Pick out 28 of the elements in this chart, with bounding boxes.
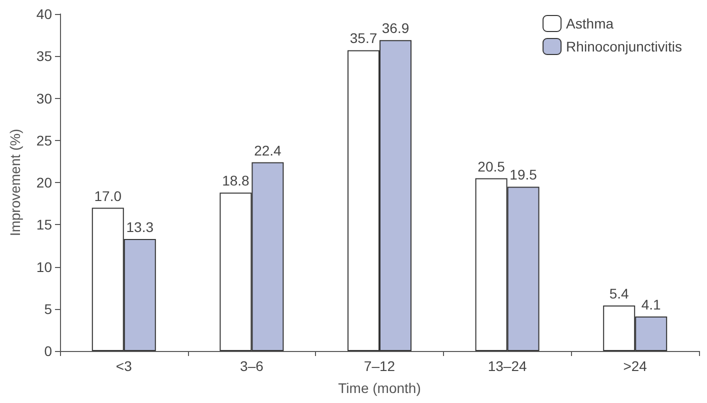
legend-label: Asthma	[566, 16, 614, 32]
data-label: 35.7	[350, 30, 378, 46]
y-tick-label: 20	[36, 174, 52, 190]
x-tick-label: 7–12	[364, 358, 396, 374]
y-tick-label: 0	[44, 343, 52, 359]
y-tick-label: 25	[36, 132, 52, 148]
x-tick-label: 3–6	[240, 358, 264, 374]
y-axis-title: Improvement (%)	[7, 128, 23, 236]
y-tick-label: 5	[44, 300, 52, 317]
data-label: 22.4	[254, 142, 282, 158]
data-label: 36.9	[382, 20, 410, 36]
data-label: 19.5	[510, 166, 538, 183]
x-axis-title: Time (month)	[338, 380, 421, 396]
y-tick-label: 10	[36, 258, 52, 275]
legend-label: Rhinoconjunctivitis	[566, 38, 682, 54]
data-label: 4.1	[641, 296, 662, 312]
x-tick-label: 13–24	[488, 358, 527, 374]
data-label: 5.4	[609, 286, 630, 302]
data-label: 13.3	[126, 218, 154, 235]
x-tick-label: >24	[623, 358, 648, 374]
data-label: 18.8	[222, 172, 250, 189]
y-tick-label: 15	[36, 216, 52, 233]
data-label: 20.5	[478, 158, 506, 174]
y-tick-label: 30	[36, 90, 52, 106]
y-tick-label: 40	[36, 6, 52, 22]
data-label: 17.0	[94, 188, 122, 204]
x-tick-label: <3	[116, 358, 132, 374]
y-tick-label: 35	[36, 48, 52, 64]
